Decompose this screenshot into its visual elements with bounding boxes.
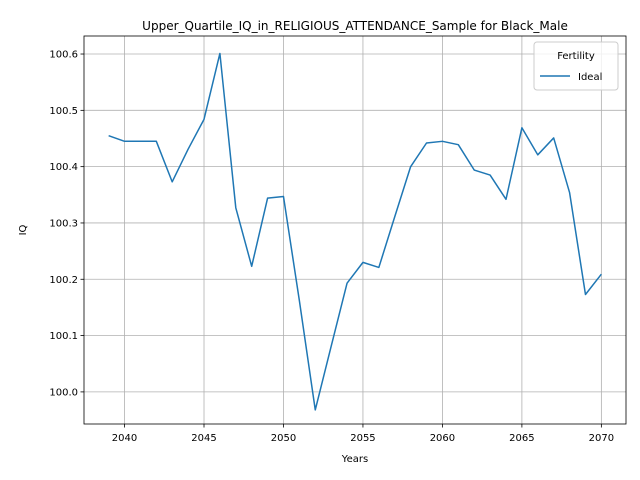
legend-entry-ideal: Ideal [578,72,602,83]
chart-title: Upper_Quartile_IQ_in_RELIGIOUS_ATTENDANC… [142,19,568,33]
y-tick-label-100.2: 100.2 [49,275,78,286]
y-axis-ticks: 100.0 100.1 100.2 100.3 100.4 100.5 100.6 [49,50,84,398]
legend-box [533,41,619,91]
x-tick-label-2065: 2065 [509,433,534,444]
x-axis-label: Years [341,454,368,465]
x-tick-label-2045: 2045 [191,433,216,444]
x-tick-label-2070: 2070 [589,433,614,444]
legend-title: Fertility [557,51,595,62]
y-tick-label-100.5: 100.5 [49,106,78,117]
x-tick-label-2060: 2060 [430,433,455,444]
x-tick-label-2055: 2055 [350,433,375,444]
x-tick-label-2040: 2040 [112,433,137,444]
y-tick-label-100.0: 100.0 [49,387,78,398]
y-tick-label-100.6: 100.6 [49,50,78,61]
plot-frame [83,35,627,425]
y-tick-label-100.4: 100.4 [49,162,78,173]
x-axis-ticks: 2040 2045 2050 2055 2060 2065 2070 [112,424,614,444]
y-gridlines [84,53,626,393]
series-lines [108,52,602,411]
x-gridlines [124,36,602,424]
series-line-ideal [108,52,602,411]
y-axis-label: IQ [18,224,29,235]
y-tick-label-100.3: 100.3 [49,218,78,229]
plot-background [84,36,626,424]
x-tick-label-2050: 2050 [271,433,296,444]
y-tick-label-100.1: 100.1 [49,331,78,342]
legend: Fertility Ideal [533,41,619,91]
